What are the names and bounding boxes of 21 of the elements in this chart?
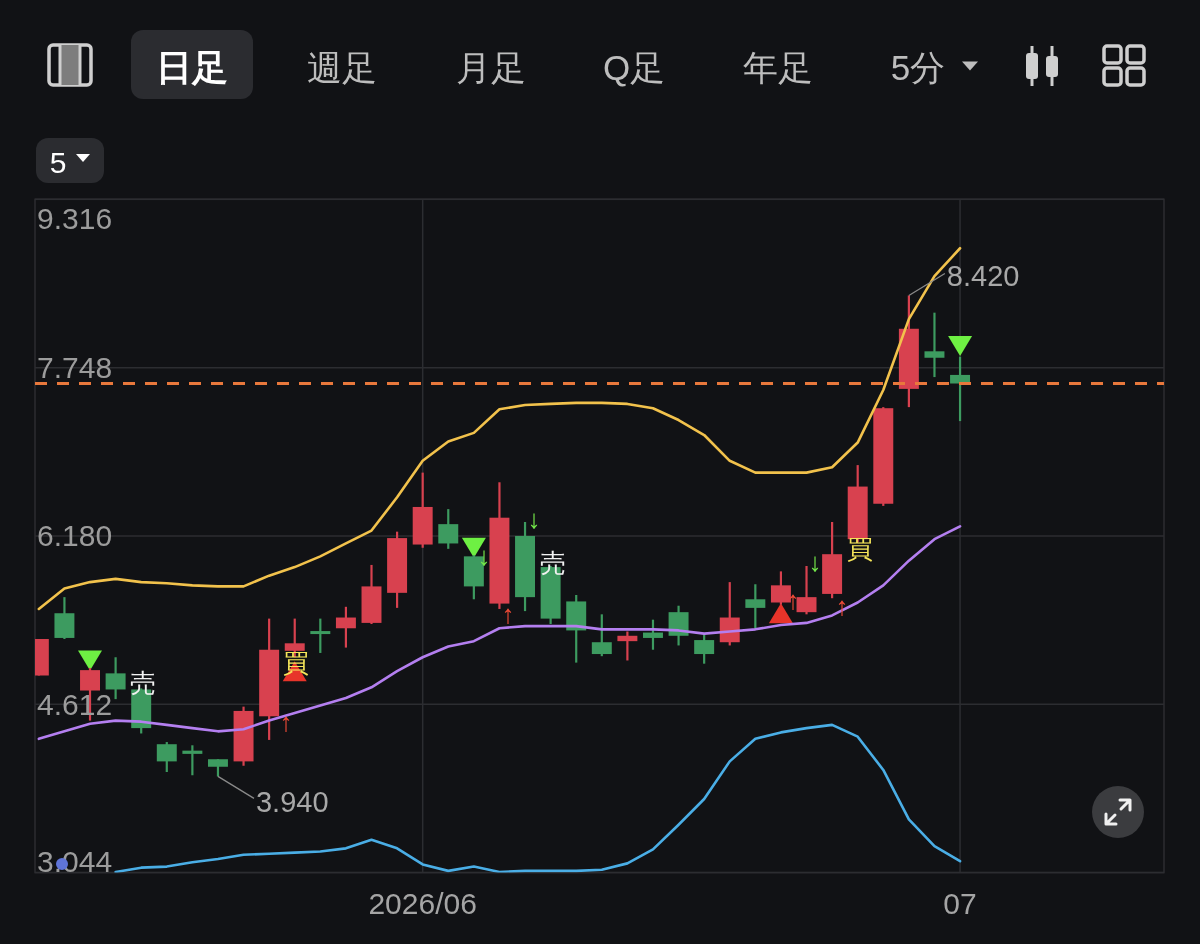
text: 年足 (743, 47, 813, 87)
x-tick-label: 2026/06 (368, 886, 477, 920)
text: 日足 (156, 46, 228, 88)
x-tick-label: 07 (943, 886, 977, 920)
annotation: ↓ (808, 547, 822, 577)
annotation: 買 (847, 534, 873, 564)
annotation: ↓ (477, 541, 491, 571)
text: 5分 (890, 47, 946, 87)
annotation: ↓ (527, 504, 541, 534)
text: 月足 (456, 47, 526, 87)
y-tick-label: 7.748 (37, 351, 113, 385)
annotation: ↑ (786, 585, 800, 615)
y-tick-label: 6.180 (37, 519, 113, 553)
annotation: 3.940 (255, 786, 329, 819)
annotation: 8.420 (946, 260, 1020, 293)
annotation: ↑ (501, 599, 515, 629)
text: 週足 (307, 47, 377, 87)
y-tick-label: 9.316 (37, 201, 113, 235)
annotation: 買 (283, 648, 309, 678)
text: 5 (49, 145, 67, 179)
text: Q足 (602, 47, 666, 87)
